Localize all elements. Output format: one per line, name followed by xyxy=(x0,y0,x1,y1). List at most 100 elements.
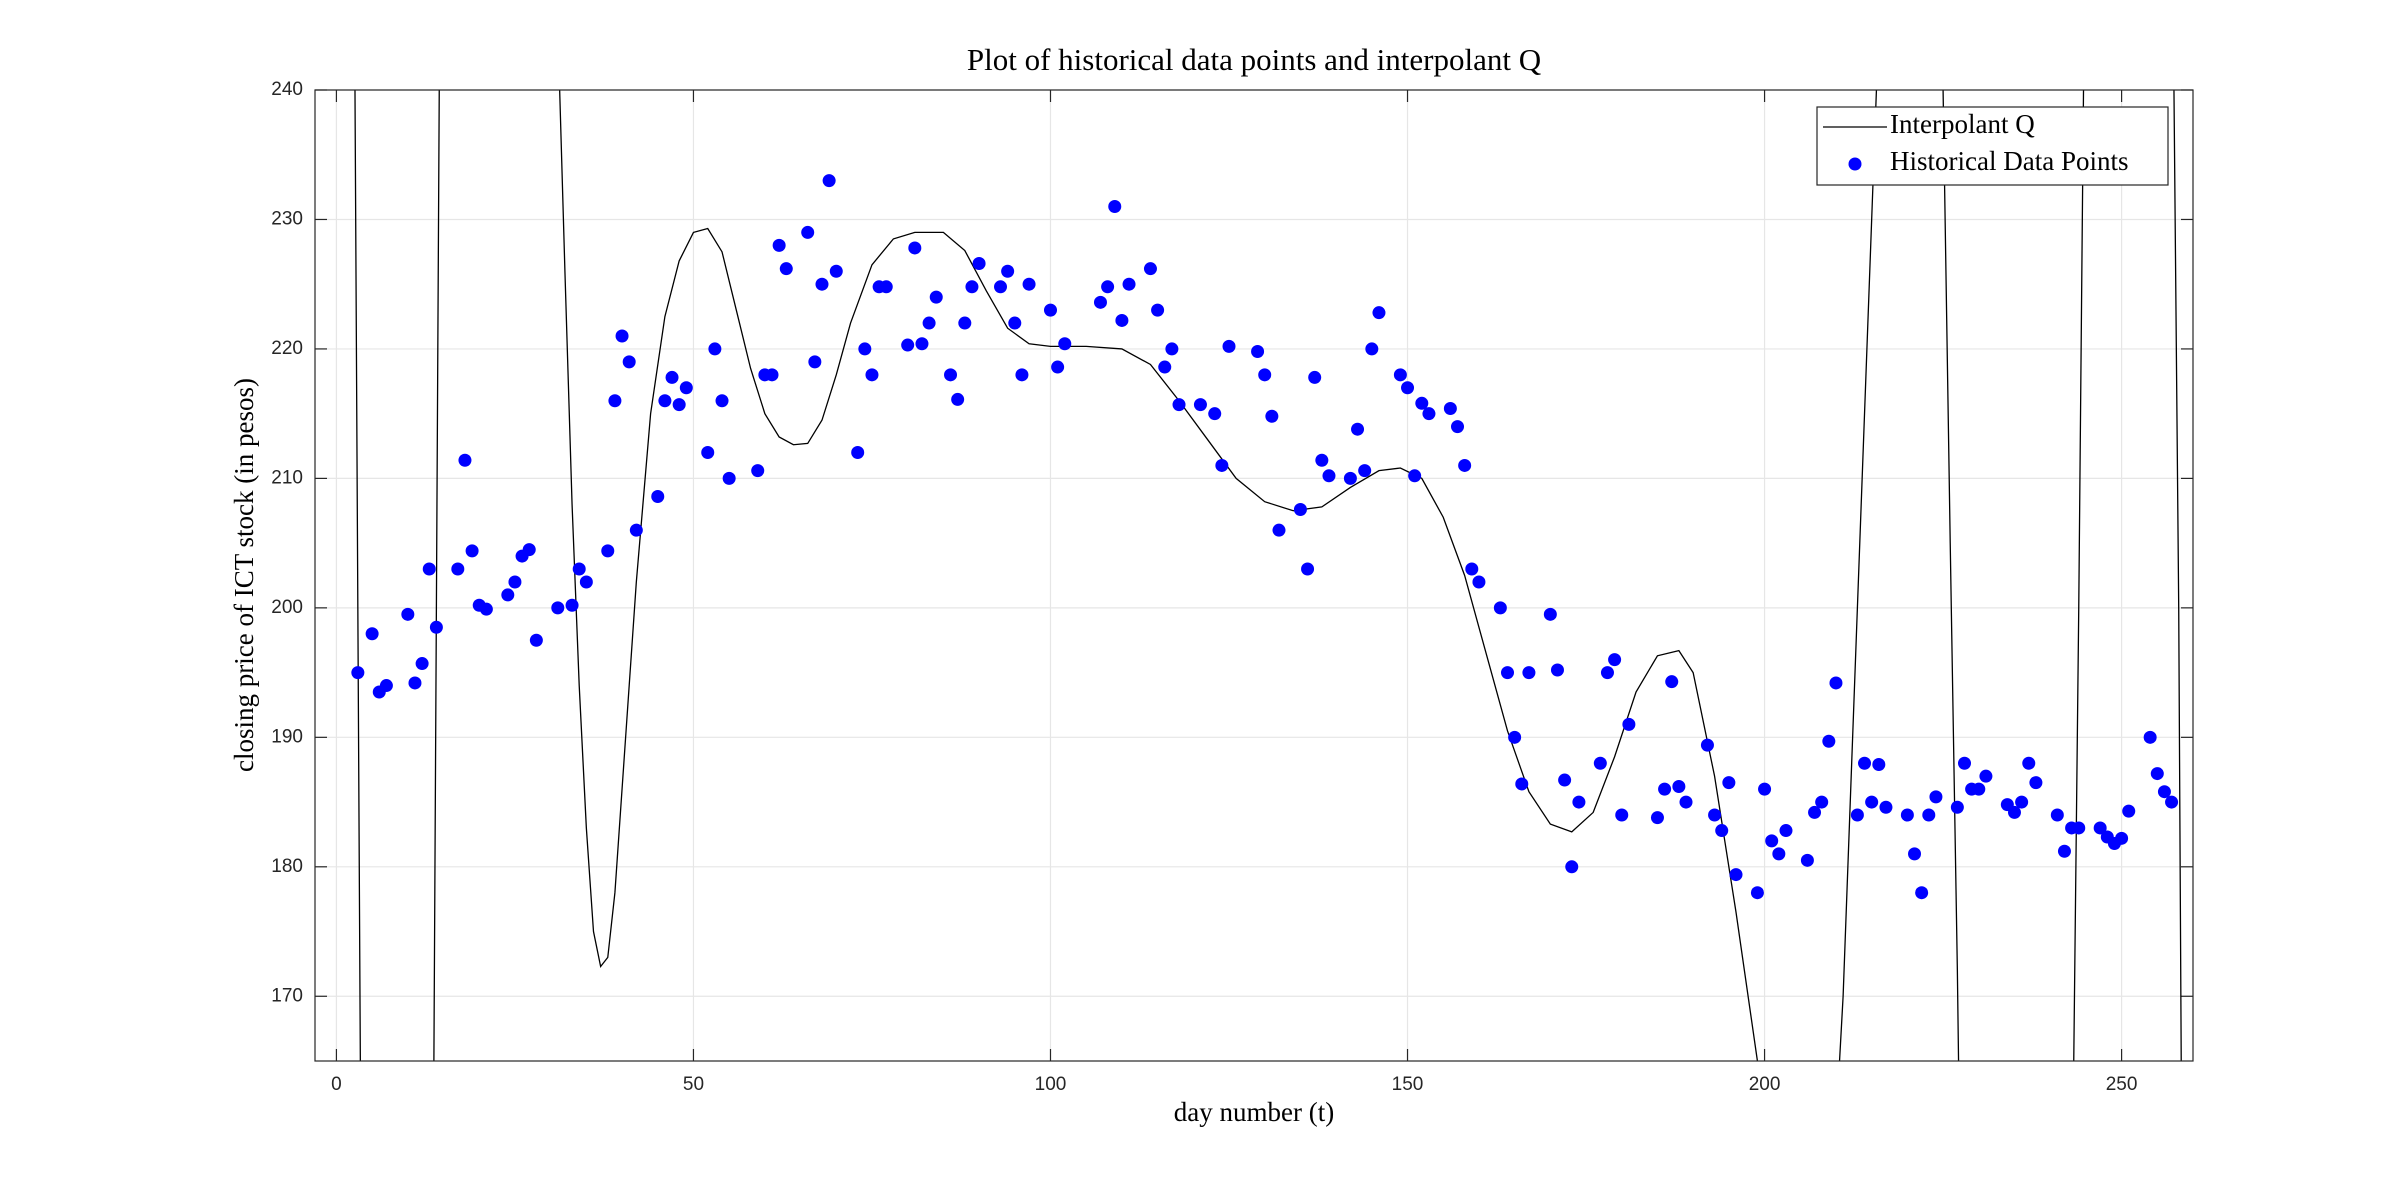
data-point xyxy=(1808,805,1822,819)
data-point xyxy=(1143,262,1157,276)
data-point xyxy=(401,607,415,621)
data-point xyxy=(2122,804,2136,818)
ticks: 0 50 100 150 200 250 170 180 190 200 210 220 230 240 xyxy=(271,79,2193,1095)
data-point xyxy=(1815,795,1829,809)
legend-label: Interpolant Q xyxy=(1890,109,2035,139)
data-point xyxy=(1493,601,1507,615)
data-point xyxy=(351,666,365,680)
data-point xyxy=(901,338,915,352)
data-point xyxy=(915,337,929,351)
data-point xyxy=(665,370,679,384)
data-point xyxy=(2165,795,2179,809)
data-point xyxy=(1322,469,1336,483)
data-point xyxy=(551,601,565,615)
data-point xyxy=(1058,337,1072,351)
data-point xyxy=(858,342,872,356)
data-point xyxy=(615,329,629,343)
data-point xyxy=(701,446,715,460)
data-point xyxy=(1272,523,1286,537)
data-point xyxy=(1765,834,1779,848)
data-point xyxy=(1715,824,1729,838)
data-point xyxy=(1722,776,1736,790)
data-point xyxy=(965,280,979,294)
data-point xyxy=(1022,277,1036,291)
data-point xyxy=(715,394,729,408)
legend-marker xyxy=(1848,157,1862,171)
data-point xyxy=(465,544,479,558)
data-point xyxy=(1293,502,1307,516)
data-point xyxy=(1315,453,1329,467)
data-point xyxy=(1122,277,1136,291)
data-point xyxy=(922,316,936,330)
x-tick-label: 250 xyxy=(2106,1074,2138,1095)
y-tick-label: 220 xyxy=(271,338,303,359)
data-point xyxy=(1679,795,1693,809)
data-point xyxy=(1343,471,1357,485)
data-point xyxy=(1101,280,1115,294)
y-axis-label: closing price of ICT stock (in pesos) xyxy=(229,378,259,772)
data-point xyxy=(1950,800,1964,814)
data-point xyxy=(1700,738,1714,752)
data-point xyxy=(1879,800,1893,814)
data-point xyxy=(772,238,786,252)
data-point xyxy=(479,602,493,616)
data-point xyxy=(379,679,393,693)
data-point xyxy=(1443,401,1457,415)
data-point xyxy=(1393,368,1407,382)
data-point xyxy=(1972,782,1986,796)
data-point xyxy=(801,225,815,239)
data-point xyxy=(1458,458,1472,472)
chart-title: Plot of historical data points and inter… xyxy=(967,42,1541,77)
y-tick-label: 240 xyxy=(271,79,303,100)
data-point xyxy=(1251,345,1265,359)
data-point xyxy=(879,280,893,294)
data-point xyxy=(2157,785,2171,799)
data-point xyxy=(1658,782,1672,796)
data-point xyxy=(1858,756,1872,770)
data-point xyxy=(1301,562,1315,576)
data-point xyxy=(1593,756,1607,770)
data-point xyxy=(508,575,522,589)
data-point xyxy=(765,368,779,382)
data-point xyxy=(722,471,736,485)
data-point xyxy=(629,523,643,537)
data-point xyxy=(1008,316,1022,330)
data-point xyxy=(1572,795,1586,809)
data-point xyxy=(1508,730,1522,744)
data-point xyxy=(1708,808,1722,822)
x-tick-label: 0 xyxy=(331,1074,342,1095)
data-point xyxy=(1908,847,1922,861)
data-point xyxy=(1172,398,1186,412)
data-point xyxy=(1115,313,1129,327)
data-point xyxy=(415,657,429,671)
data-point xyxy=(1051,360,1065,374)
data-point xyxy=(972,256,986,270)
data-point xyxy=(601,544,615,558)
data-point xyxy=(1672,780,1686,794)
legend: Interpolant Q Historical Data Points xyxy=(1816,106,2169,186)
data-point xyxy=(1001,264,1015,278)
data-point xyxy=(2015,795,2029,809)
data-point xyxy=(1258,368,1272,382)
data-point xyxy=(1758,782,1772,796)
data-point xyxy=(1772,847,1786,861)
data-point xyxy=(851,446,865,460)
data-point xyxy=(1608,653,1622,667)
data-point xyxy=(808,355,822,369)
data-point xyxy=(1422,407,1436,421)
axes-box xyxy=(314,89,2194,1062)
data-layer xyxy=(351,90,2182,1061)
data-point xyxy=(951,392,965,406)
data-point xyxy=(529,633,543,647)
data-point xyxy=(1900,808,1914,822)
data-point xyxy=(679,381,693,395)
data-point xyxy=(908,241,922,255)
data-point xyxy=(2093,821,2107,835)
data-point xyxy=(1622,717,1636,731)
data-point xyxy=(1558,773,1572,787)
data-point xyxy=(1308,370,1322,384)
data-point xyxy=(751,464,765,478)
data-point xyxy=(1865,795,1879,809)
data-point xyxy=(1750,886,1764,900)
legend-box xyxy=(1816,106,2169,186)
